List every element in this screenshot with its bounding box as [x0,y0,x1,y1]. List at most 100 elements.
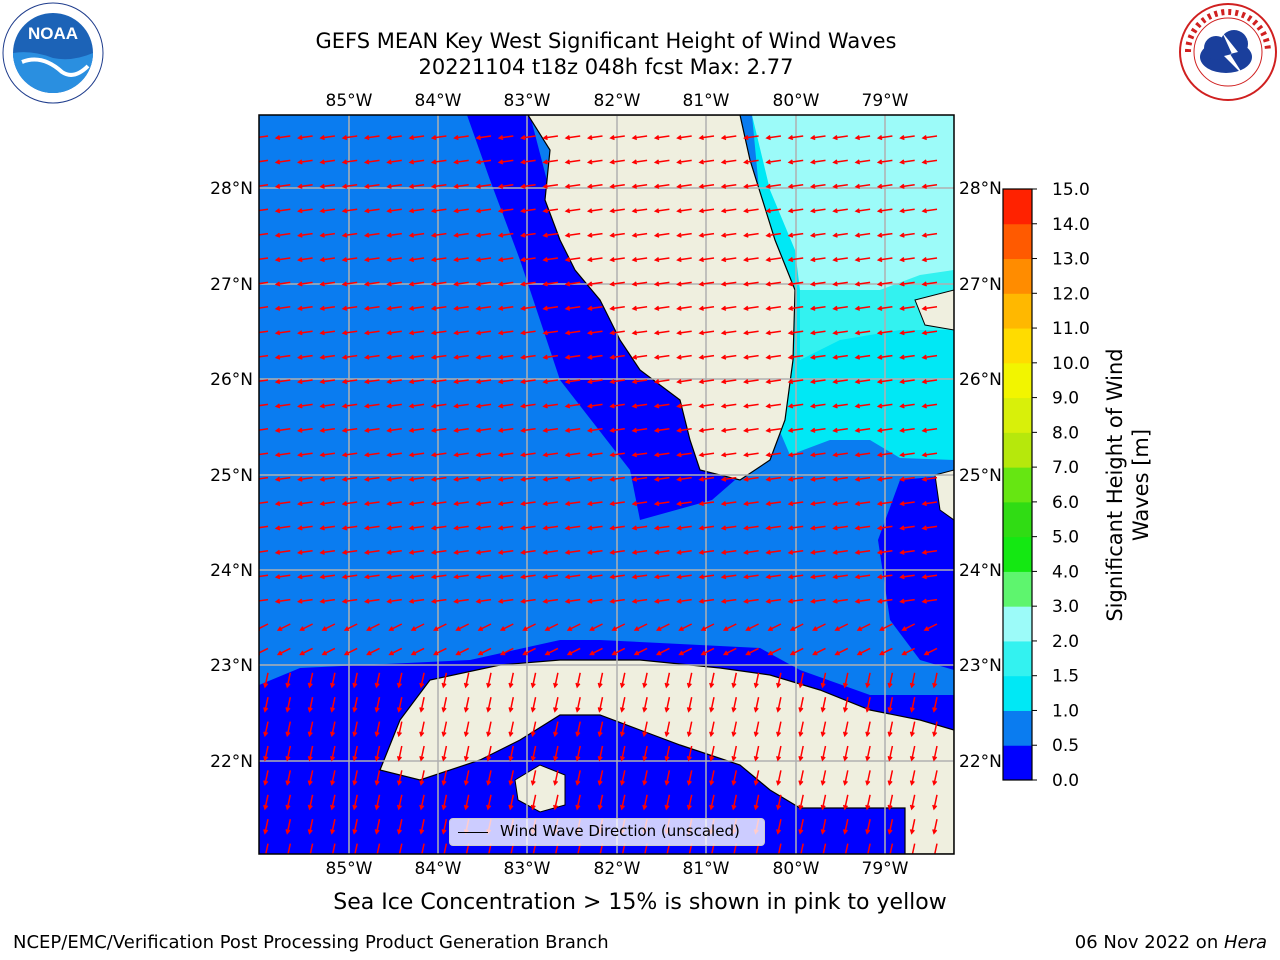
wind-arrow [374,672,381,689]
wind-arrow [520,549,536,555]
wind-arrow [259,257,269,261]
wind-arrow [274,427,291,433]
wind-arrow [259,476,269,480]
wind-arrow [865,697,871,713]
lat-tick-label: 25°N [959,466,1002,486]
wind-arrow [486,697,492,713]
wind-arrow [430,476,447,482]
wind-arrow [899,525,915,531]
lon-tick-label: 84°W [415,859,462,879]
wind-arrow [263,672,269,689]
lon-ticks-bottom: 85°W 84°W 83°W 82°W 81°W 80°W 79°W [326,859,909,879]
wind-arrow [631,525,648,531]
wind-arrow [352,672,358,689]
wind-arrow [363,427,380,433]
colorbar-segment [1003,189,1032,225]
wind-arrow [586,281,603,287]
wind-arrow [564,598,581,604]
wind-arrow [274,305,291,311]
wind-arrow [720,354,737,360]
wind-arrow [631,159,648,165]
wind-arrow [854,281,871,287]
wind-arrow [832,305,848,311]
wind-arrow [865,721,871,738]
wind-arrow [698,183,715,189]
wind-arrow [463,745,470,762]
wind-arrow [787,330,804,336]
wind-arrow [522,623,536,631]
wind-arrow [631,427,648,433]
wind-arrow [619,770,626,786]
wind-arrow [453,330,469,336]
wind-arrow [475,257,492,263]
wind-arrow [463,672,470,689]
wind-arrow [285,770,292,786]
wind-arrow [475,598,492,604]
wind-direction-arrows [259,135,938,854]
wind-arrow [899,476,915,482]
lon-tick-label: 80°W [773,91,820,111]
wind-arrow [553,745,559,762]
wind-arrow [842,794,849,811]
wind-arrow [396,843,403,854]
wind-arrow [798,770,804,786]
wind-arrow [653,403,670,409]
wind-arrow [508,794,515,811]
wind-arrow [854,159,871,165]
wind-arrow [259,574,269,578]
wind-arrow [854,232,871,238]
wind-arrow [676,379,692,385]
wind-arrow [386,476,402,482]
wind-arrow [899,159,915,165]
wind-arrow [564,574,581,580]
wind-arrow [765,208,782,214]
colorbar-tick-label: 1.5 [1052,667,1079,687]
wind-arrow [586,330,603,336]
wind-arrow [408,598,425,604]
wind-arrow [876,476,893,482]
wind-arrow [676,403,692,409]
wind-arrow [698,330,715,336]
wind-arrow [720,257,737,263]
wind-arrow [743,549,759,555]
wind-arrow [676,574,692,580]
wind-arrow [619,745,626,762]
wind-arrow [743,281,759,287]
wind-arrow [787,574,804,580]
wind-arrow [820,721,827,738]
wind-arrow [274,257,291,263]
wind-arrow [642,745,648,762]
lon-tick-label: 82°W [594,859,641,879]
wind-arrow [453,598,469,604]
wind-arrow [341,525,358,531]
wind-arrow [419,697,425,713]
wind-arrow [386,427,402,433]
wind-arrow [408,501,425,507]
wind-arrow [809,379,826,385]
wind-arrow [386,501,402,507]
wind-arrow [609,232,625,238]
wind-arrow [297,183,313,189]
wind-arrow [720,549,737,555]
wind-arrow [887,697,894,713]
lon-tick-label: 81°W [683,859,730,879]
wind-arrow [408,574,425,580]
wind-arrow [497,281,514,287]
wind-arrow [453,281,469,287]
wind-arrow [363,525,380,531]
wind-arrow [876,379,893,385]
wind-arrow [676,598,692,604]
wind-arrow [319,598,336,604]
wind-arrow [520,257,536,263]
wind-arrow [676,354,692,360]
wind-arrow [809,574,826,580]
wind-arrow [787,549,804,555]
wind-arrow [319,574,336,580]
wind-arrow [720,574,737,580]
wind-arrow [921,598,938,604]
wind-arrow [352,770,358,786]
wind-arrow [887,770,894,786]
wind-arrow [486,794,492,811]
host-name: Hera [1223,932,1267,953]
lat-tick-label: 27°N [959,275,1002,295]
